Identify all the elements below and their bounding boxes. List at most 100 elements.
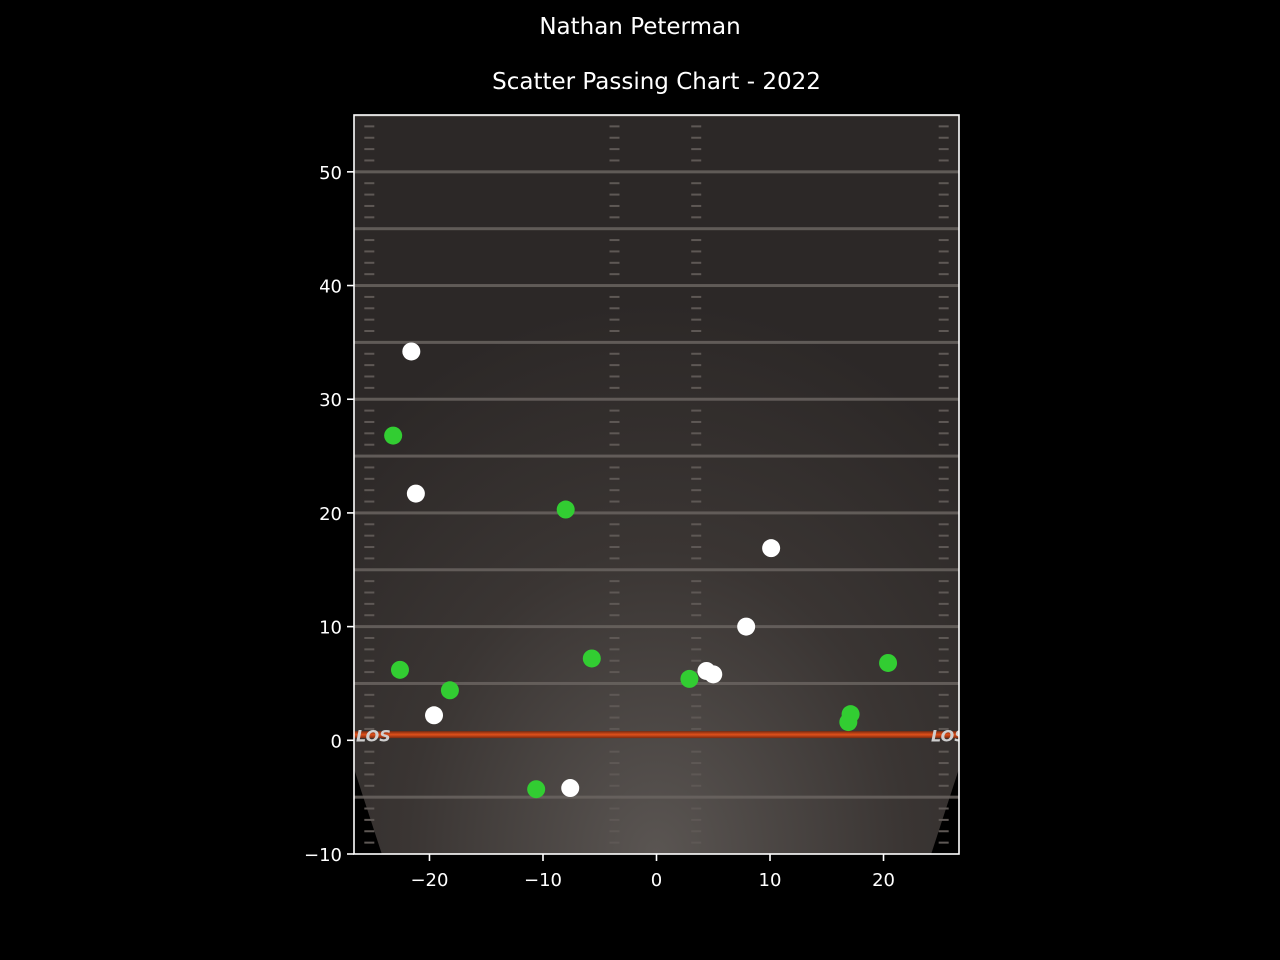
hash-mark: [609, 193, 620, 196]
hash-mark: [364, 250, 375, 253]
hash-mark: [364, 716, 375, 719]
hash-mark: [938, 500, 949, 503]
hash-mark: [609, 659, 620, 662]
hash-mark: [691, 659, 702, 662]
hash-mark: [609, 705, 620, 708]
hash-mark: [691, 557, 702, 560]
hash-mark: [938, 443, 949, 446]
hash-mark: [691, 250, 702, 253]
los-marker-left: LOS: [356, 727, 391, 746]
hash-mark: [609, 364, 620, 367]
hash-mark: [938, 762, 949, 765]
hash-mark: [609, 432, 620, 435]
hash-mark: [364, 193, 375, 196]
hash-mark: [364, 364, 375, 367]
hash-mark: [938, 352, 949, 355]
hash-mark: [609, 375, 620, 378]
hash-mark: [364, 534, 375, 537]
yard-line: [354, 397, 959, 401]
y-tick-label: −10: [304, 845, 342, 866]
hash-mark: [364, 409, 375, 412]
hash-mark: [609, 523, 620, 526]
axes: −20 −10 0 10 20 −10 0 10 20 30 40 50: [304, 114, 960, 891]
hash-mark: [364, 352, 375, 355]
hash-mark: [609, 409, 620, 412]
hash-mark: [938, 580, 949, 583]
hash-mark: [364, 318, 375, 321]
hash-mark: [691, 295, 702, 298]
hash-mark: [938, 648, 949, 651]
hash-mark: [364, 648, 375, 651]
yard-line: [354, 681, 959, 685]
y-tick-label: 40: [319, 277, 342, 298]
hash-mark: [691, 193, 702, 196]
hash-mark: [609, 784, 620, 787]
yard-line: [354, 227, 959, 231]
hash-mark: [609, 182, 620, 185]
hash-mark: [609, 148, 620, 151]
hash-mark: [609, 807, 620, 810]
hash-mark: [938, 489, 949, 492]
hash-mark: [938, 409, 949, 412]
hash-mark: [364, 659, 375, 662]
scatter-point: [762, 539, 781, 558]
hash-mark: [364, 591, 375, 594]
hash-mark: [691, 216, 702, 219]
hash-mark: [609, 250, 620, 253]
hash-mark: [364, 307, 375, 310]
hash-mark: [364, 762, 375, 765]
hash-mark: [609, 239, 620, 242]
hash-mark: [364, 148, 375, 151]
los-marker-right: LOS: [931, 727, 966, 746]
hash-mark: [609, 534, 620, 537]
hash-mark: [364, 693, 375, 696]
hash-mark: [938, 159, 949, 162]
hash-mark: [609, 773, 620, 776]
hash-mark: [691, 773, 702, 776]
y-tick-label: 20: [319, 504, 342, 525]
hash-mark: [691, 500, 702, 503]
football-field-background: LOS LOS: [354, 115, 966, 854]
hash-mark: [609, 762, 620, 765]
scatter-point: [425, 706, 444, 725]
hash-mark: [609, 500, 620, 503]
hash-mark: [938, 136, 949, 139]
hash-mark: [609, 216, 620, 219]
hash-mark: [609, 261, 620, 264]
x-tick-label: 10: [759, 870, 782, 891]
hash-mark: [938, 546, 949, 549]
hash-mark: [609, 830, 620, 833]
hash-mark: [609, 386, 620, 389]
chart-title: Scatter Passing Chart - 2022: [492, 69, 821, 95]
scatter-point: [737, 617, 756, 636]
scatter-point: [839, 713, 858, 732]
hash-mark: [938, 239, 949, 242]
hash-mark: [364, 273, 375, 276]
scatter-point: [406, 484, 425, 503]
hash-mark: [938, 250, 949, 253]
hash-mark: [691, 148, 702, 151]
hash-mark: [938, 705, 949, 708]
hash-mark: [938, 477, 949, 480]
hash-mark: [938, 420, 949, 423]
hash-mark: [938, 295, 949, 298]
hash-mark: [364, 580, 375, 583]
hash-mark: [609, 614, 620, 617]
hash-mark: [691, 261, 702, 264]
hash-mark: [691, 591, 702, 594]
y-tick-label: 10: [319, 618, 342, 639]
scatter-point: [390, 660, 409, 679]
hash-mark: [691, 432, 702, 435]
hash-mark: [691, 727, 702, 730]
hash-mark: [691, 182, 702, 185]
hash-mark: [609, 636, 620, 639]
hash-mark: [609, 125, 620, 128]
hash-mark: [938, 750, 949, 753]
hash-mark: [364, 546, 375, 549]
hash-mark: [364, 239, 375, 242]
hash-mark: [938, 841, 949, 844]
yard-line: [354, 568, 959, 572]
hash-mark: [609, 727, 620, 730]
yard-line: [354, 284, 959, 288]
hash-mark: [691, 614, 702, 617]
